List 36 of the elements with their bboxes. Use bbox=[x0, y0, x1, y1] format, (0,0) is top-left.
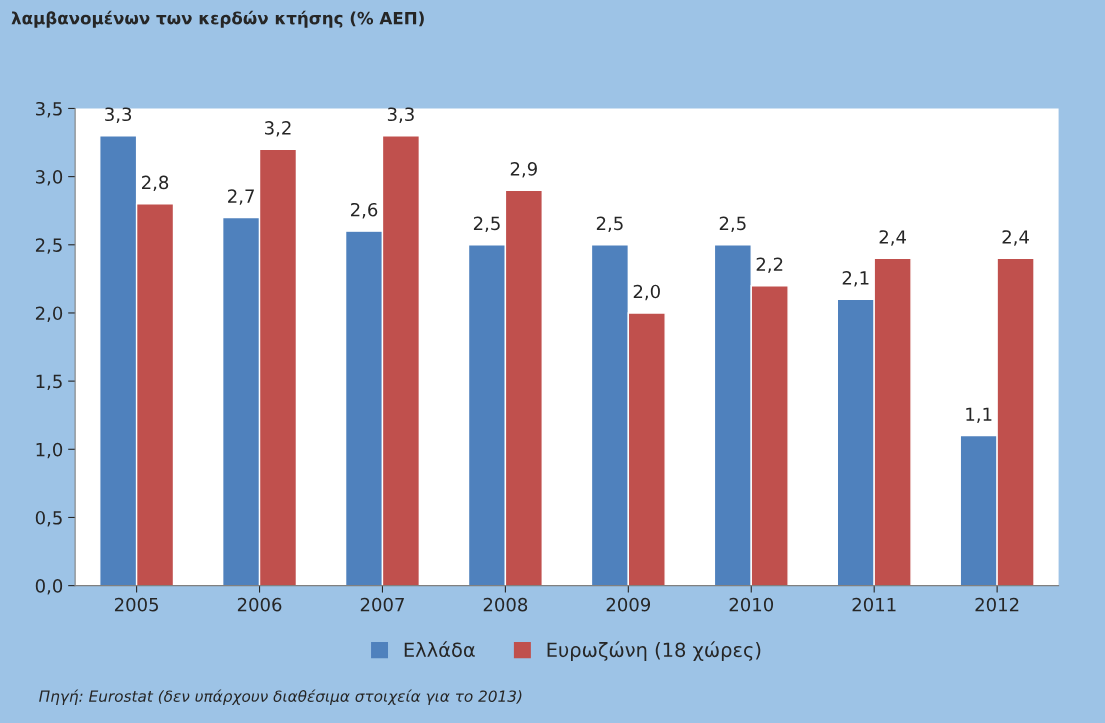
x-tick-label: 2009 bbox=[606, 597, 651, 612]
text: Πηγή: Eurostat (δεν υπάρχουν διαθέσιμα στοιχεία για το 2013) bbox=[39, 689, 522, 705]
data-label: 2,1 bbox=[842, 271, 869, 287]
data-label: 3,2 bbox=[265, 121, 291, 137]
chart-title: λαμβανομένων των κερδών κτήσης (% ΑΕΠ) bbox=[11, 10, 424, 28]
y-tick-label: 2,5 bbox=[35, 238, 62, 254]
x-tick-label: 2005 bbox=[114, 597, 158, 612]
y-tick-label: 3,5 bbox=[36, 101, 62, 118]
data-label: 2,5 bbox=[596, 216, 623, 233]
data-label: 2,4 bbox=[1002, 230, 1029, 246]
x-tick-label: 2008 bbox=[483, 597, 528, 612]
x-tick-label: 2011 bbox=[852, 597, 896, 612]
y-tick-label: 3,0 bbox=[36, 170, 63, 186]
legend-label: Ελλάδα bbox=[404, 641, 475, 658]
data-label: 2,9 bbox=[510, 161, 537, 178]
data-label: 2,0 bbox=[633, 284, 660, 301]
data-label: 2,6 bbox=[350, 202, 378, 219]
data-label: 2,4 bbox=[879, 230, 906, 246]
data-label: 1,1 bbox=[966, 407, 992, 423]
y-tick-label: 0,0 bbox=[35, 579, 63, 595]
y-tick-label: 2,0 bbox=[35, 306, 63, 322]
y-tick-label: 1,0 bbox=[36, 442, 63, 459]
data-label: 2,2 bbox=[756, 257, 783, 273]
x-tick-label: 2010 bbox=[729, 597, 774, 612]
data-label: 3,3 bbox=[387, 107, 414, 123]
data-label: 2,5 bbox=[719, 216, 746, 233]
x-tick-label: 2012 bbox=[975, 597, 1019, 612]
y-tick-label: 0,5 bbox=[35, 510, 62, 527]
data-label: 3,3 bbox=[105, 107, 132, 123]
data-label: 2,7 bbox=[228, 189, 254, 205]
data-label: 2,5 bbox=[473, 216, 500, 233]
y-tick-label: 1,5 bbox=[36, 374, 62, 391]
x-tick-label: 2006 bbox=[237, 597, 282, 612]
legend-label: Ευρωζώνη (18 χώρες) bbox=[547, 641, 761, 661]
data-label: 2,8 bbox=[142, 175, 169, 192]
x-tick-label: 2007 bbox=[360, 597, 404, 612]
